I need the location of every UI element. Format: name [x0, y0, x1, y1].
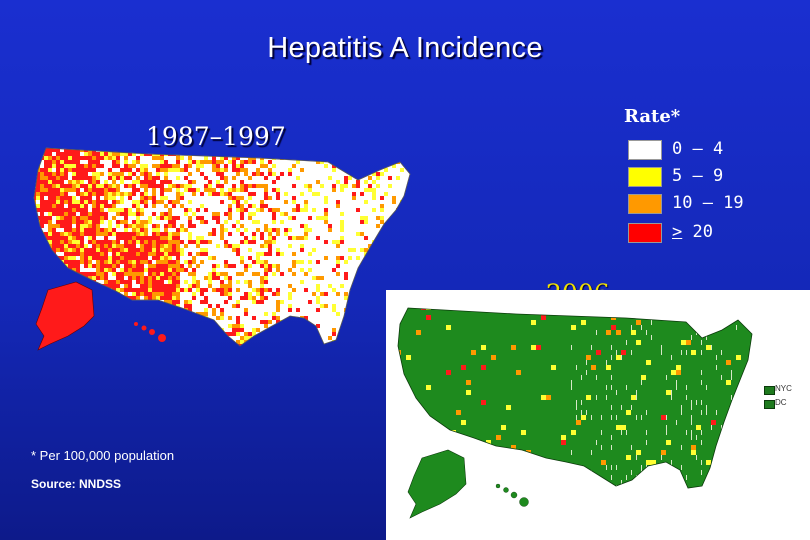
- slide-title: Hepatitis A Incidence: [267, 32, 543, 64]
- us-map-1987-1997: [33, 147, 411, 351]
- legend-swatch-orange: [628, 194, 662, 214]
- us-map-2006: [397, 307, 753, 519]
- period-label-1987-1997: 1987–1997: [146, 122, 286, 151]
- hawaii-shape-2006: [495, 483, 529, 507]
- legend-label: 5 – 9: [672, 166, 724, 186]
- legend-label: > 20: [672, 222, 713, 242]
- greater-equal-sign: >: [672, 222, 683, 242]
- inset-label-nyc: NYC: [775, 384, 792, 393]
- inset-label-dc: DC: [775, 398, 787, 407]
- legend-label: 10 – 19: [672, 193, 744, 213]
- legend-label-value: 20: [692, 222, 713, 242]
- legend-swatch-red: [628, 223, 662, 243]
- inset-swatch: [764, 386, 775, 395]
- inset-swatch: [764, 400, 775, 409]
- hawaii-shape-1987: [134, 322, 166, 342]
- footnote: * Per 100,000 population: [31, 448, 175, 463]
- legend-swatch-yellow: [628, 167, 662, 187]
- alaska-shape-2006: [407, 449, 467, 519]
- source-note: Source: NNDSS: [31, 477, 122, 491]
- legend-label: 0 – 4: [672, 139, 724, 159]
- legend-swatch-white: [628, 140, 662, 160]
- map-2006-panel: NYC DC: [386, 290, 810, 540]
- alaska-shape-1987: [35, 281, 95, 351]
- legend-title: Rate*: [624, 106, 681, 127]
